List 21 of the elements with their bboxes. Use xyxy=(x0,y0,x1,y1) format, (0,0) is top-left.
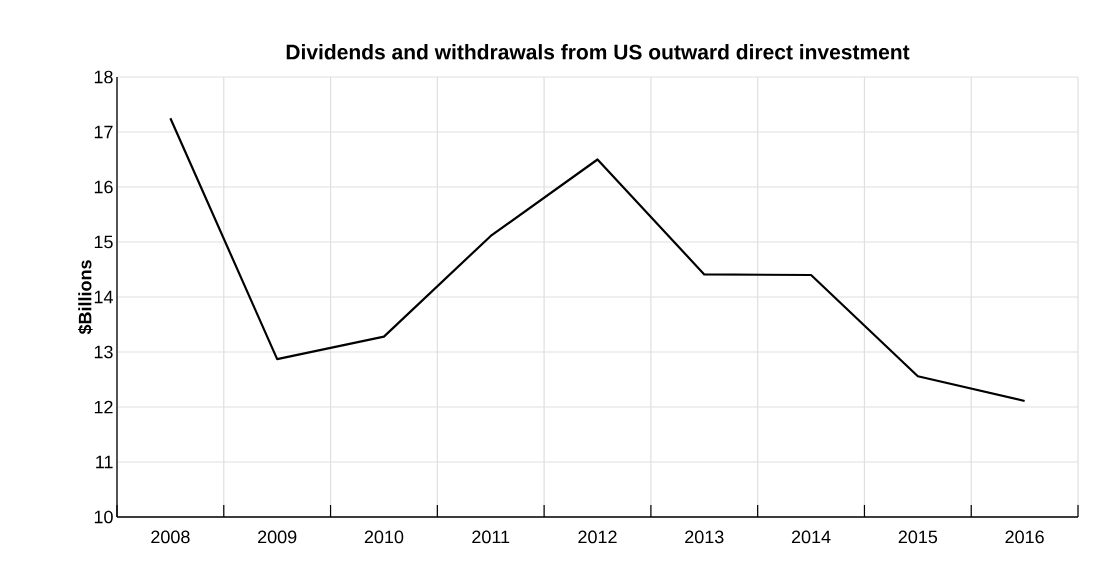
chart-title: Dividends and withdrawals from US outward direct investment xyxy=(286,44,910,60)
y-tick-label: 17 xyxy=(94,125,113,139)
x-tick-label: 2012 xyxy=(578,530,617,544)
y-axis-title: $Billions xyxy=(77,260,93,335)
x-tick-label: 2011 xyxy=(472,530,510,544)
y-tick-label: 12 xyxy=(94,400,113,414)
y-tick-label: 13 xyxy=(94,345,113,359)
x-tick-label: 2013 xyxy=(685,530,724,544)
y-tick-label: 14 xyxy=(94,290,113,304)
y-tick-label: 11 xyxy=(96,455,113,469)
line-series xyxy=(169,117,1026,403)
y-tick-label: 10 xyxy=(94,510,113,524)
x-tick-label: 2015 xyxy=(898,530,938,544)
y-tick-label: 16 xyxy=(94,180,113,194)
x-tick-label: 2016 xyxy=(1005,530,1044,544)
y-tick-label: 15 xyxy=(94,235,113,249)
x-tick-label: 2010 xyxy=(364,530,404,544)
x-tick-label: 2008 xyxy=(151,530,190,544)
x-tick-label: 2009 xyxy=(258,530,297,544)
y-tick-label: 18 xyxy=(94,70,113,84)
x-tick-label: 2014 xyxy=(791,530,831,544)
